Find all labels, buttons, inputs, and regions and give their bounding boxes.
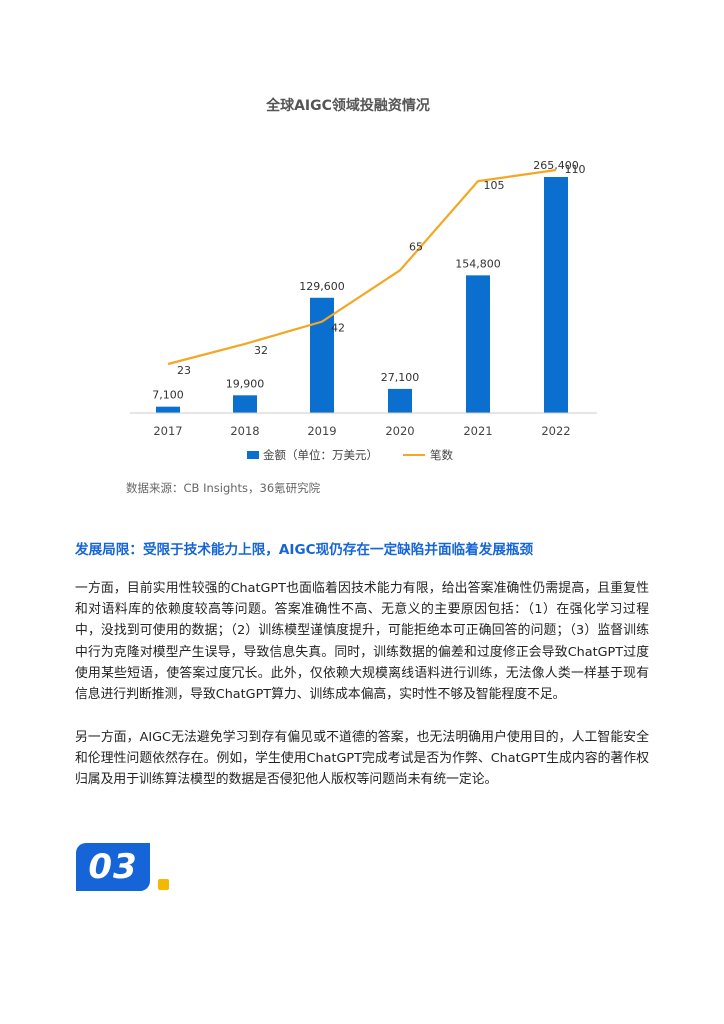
line-label-2022: 110	[565, 163, 586, 176]
x-tick-2022: 2022	[541, 424, 570, 438]
bar-2018	[233, 395, 257, 413]
x-tick-2018: 2018	[230, 424, 259, 438]
section-number-dot	[158, 879, 169, 890]
chart-title: 全球AIGC领域投融资情况	[265, 97, 430, 114]
x-tick-2017: 2017	[153, 424, 182, 438]
ticks-layer: 2017 2018 2019 2020 2021 2022	[153, 424, 570, 438]
bar-2020	[388, 388, 412, 413]
bar-label-2022: 265,400	[533, 159, 579, 172]
section-heading: 发展局限：受限于技术能力上限，AIGC现仍存在一定缺陷并面临着发展瓶颈	[75, 542, 534, 558]
x-tick-2019: 2019	[307, 424, 336, 438]
legend-label-count: 笔数	[430, 448, 453, 462]
chart-legend: 金额（单位：万美元） 笔数	[247, 448, 453, 462]
bar-label-2018: 19,900	[226, 377, 265, 390]
paragraph-2: 另一方面，AIGC无法避免学习到存有偏见或不道德的答案，也无法明确用户使用目的，…	[75, 730, 649, 788]
legend-label-amount: 金额（单位：万美元）	[263, 448, 378, 462]
line-label-2020: 65	[409, 240, 423, 253]
bar-label-2019: 129,600	[299, 280, 345, 293]
bars-layer: 7,100 19,900 129,600 27,100 154,800 265,400	[152, 159, 579, 413]
legend-swatch-amount	[247, 451, 259, 459]
bar-label-2021: 154,800	[455, 257, 501, 270]
section-number-badge: 03	[76, 843, 150, 891]
paragraph-1: 一方面，目前实用性较强的ChatGPT也面临着因技术能力有限，给出答案准确性仍需…	[75, 581, 649, 703]
line-label-2017: 23	[177, 364, 191, 377]
bar-2021	[466, 275, 490, 413]
bar-2017	[156, 406, 180, 413]
x-tick-2021: 2021	[463, 424, 492, 438]
line-label-2021: 105	[484, 179, 505, 192]
count-line	[167, 168, 557, 366]
x-tick-2020: 2020	[385, 424, 414, 438]
bar-2022	[544, 177, 568, 413]
bar-label-2020: 27,100	[381, 371, 420, 384]
line-layer: 23 32 42 65 105 110	[167, 163, 586, 377]
bar-label-2017: 7,100	[152, 389, 184, 402]
line-label-2019: 42	[331, 322, 345, 335]
data-source: 数据来源：CB Insights，36氪研究院	[126, 481, 321, 495]
line-label-2018: 32	[254, 344, 268, 357]
investment-chart: 全球AIGC领域投融资情况 7,100 19,900 129,600 27,100 15…	[130, 97, 597, 462]
